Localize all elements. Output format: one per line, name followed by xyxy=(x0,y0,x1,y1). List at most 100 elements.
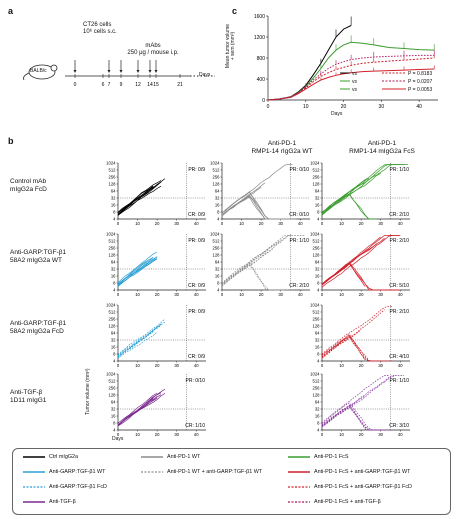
subplot-ytick-label: 512 xyxy=(213,168,221,173)
subplot-ytick-label: 16 xyxy=(315,414,320,419)
subplot-ytick-label: 4 xyxy=(317,359,320,364)
subplot-ytick-label: 128 xyxy=(109,393,117,398)
tumor-growth-line xyxy=(321,179,366,213)
subplot-xtick-label: 40 xyxy=(194,221,199,226)
timeline-arrowhead xyxy=(73,70,77,73)
subplot-ytick-label: 64 xyxy=(111,331,116,336)
legend-item-pd1-fcs: Anti-PD-1 FcS xyxy=(288,454,348,460)
subplot: 1024 512 256 128 64 32 16 8 40 10 20 30 40 PR: 0/9 CR:… xyxy=(106,303,206,368)
subplot-ytick-label: 128 xyxy=(313,324,321,329)
subplot-xtick-label: 30 xyxy=(278,221,283,226)
tumor-growth-line xyxy=(117,185,154,214)
legend-label: Anti-PD-1 FcS + anti-GARP:TGF-β1 FcD xyxy=(314,484,412,490)
subplot-xtick-label: 20 xyxy=(359,432,364,437)
subplot-xtick-label: 10 xyxy=(135,432,140,437)
subplot-ytick-label: 512 xyxy=(313,310,321,315)
tumor-growth-line xyxy=(117,388,166,425)
subplot-xtick-label: 0 xyxy=(321,363,324,368)
subplot-xtick-label: 20 xyxy=(155,292,160,297)
subplot-ytick-label: 1024 xyxy=(310,232,320,237)
legend-item-pd1-wt: Anti-PD-1 WT xyxy=(141,454,200,460)
subplot-xtick-label: 20 xyxy=(155,363,160,368)
row1-line1: Control mAb xyxy=(10,178,47,185)
tumor-growth-line xyxy=(321,329,362,358)
cells-text: CT26 cells 10⁶ cells s.c. xyxy=(83,22,117,36)
subplot-ytick-label: 4 xyxy=(113,217,116,222)
tumor-growth-line xyxy=(221,248,270,285)
subplot-xtick-label: 10 xyxy=(339,292,344,297)
legend-label: Anti-PD-1 WT + anti-GARP:TGF-β1 WT xyxy=(167,469,263,475)
subplot-ytick-label: 32 xyxy=(315,196,320,201)
subplot-ytick-label: 128 xyxy=(109,324,117,329)
subplot-ytick-label: 16 xyxy=(111,345,116,350)
subplot-xtick-label: 40 xyxy=(194,363,199,368)
subplot-xtick-label: 40 xyxy=(398,432,403,437)
subplot-ytick-label: 32 xyxy=(315,407,320,412)
subplot-xtick-label: 40 xyxy=(398,221,403,226)
tumor-growth-line xyxy=(117,327,158,357)
subplot-xtick-label: 30 xyxy=(378,221,383,226)
row2-line2: 58A2 mIgG2a WT xyxy=(10,257,63,265)
timeline-arrows xyxy=(73,60,158,73)
timeline-arrowhead xyxy=(148,70,152,73)
subplot-xtick-label: 30 xyxy=(278,292,283,297)
tumor-growth-line xyxy=(221,264,293,291)
b-xaxis-label: Days xyxy=(112,436,124,442)
legend-label: Anti-GARP:TGF-β1 WT xyxy=(49,469,106,475)
subplot-xtick-label: 20 xyxy=(359,292,364,297)
subplot-ytick-label: 4 xyxy=(113,359,116,364)
timeline-arrowhead xyxy=(107,70,111,73)
subplot-ytick-label: 1024 xyxy=(106,232,116,237)
tumor-growth-line xyxy=(321,333,393,362)
pr-label: PR: 0/9 xyxy=(188,167,205,173)
timeline-tick-label: 12 xyxy=(135,82,141,88)
subplot-xtick-label: 40 xyxy=(194,292,199,297)
timeline-unit: Days xyxy=(199,72,211,78)
cr-label: CR: 0/9 xyxy=(188,354,205,360)
cr-label: CR: 1/10 xyxy=(185,423,205,429)
subplot-ytick-label: 128 xyxy=(109,182,117,187)
subplot-ytick-label: 32 xyxy=(315,338,320,343)
c-xtick-label: 0 xyxy=(267,104,270,110)
subplot: 1024 512 256 128 64 32 16 8 40 10 20 30 40 PR: 1/10 CR… xyxy=(210,232,310,297)
subplot-ytick-label: 1024 xyxy=(310,161,320,166)
timeline-arrowhead xyxy=(136,70,140,73)
subplot-ytick-label: 16 xyxy=(111,203,116,208)
row2-line1: Anti-GARP:TGF-β1 xyxy=(10,249,67,256)
tumor-growth-line xyxy=(117,392,162,426)
timeline: 0 6 7 9 12 14 15 21 xyxy=(23,60,215,88)
subplot-xtick-label: 0 xyxy=(117,432,120,437)
timeline-arrowhead xyxy=(119,70,123,73)
tumor-growth-line xyxy=(321,402,393,431)
timeline-tick-label: 9 xyxy=(120,82,123,88)
subplot-ytick-label: 32 xyxy=(215,267,220,272)
subplot-ytick-label: 1024 xyxy=(210,161,220,166)
subplot-ytick-label: 4 xyxy=(317,217,320,222)
subplot-ytick-label: 64 xyxy=(111,400,116,405)
cells-line1: CT26 cells xyxy=(83,22,112,28)
subplot-ytick-label: 256 xyxy=(313,317,321,322)
timeline-arrowhead xyxy=(154,70,158,73)
pvalue-1: P = 0.8183 xyxy=(408,71,433,77)
col2-line2: RMP1-14 rIgG2a WT xyxy=(251,147,313,155)
tumor-growth-line xyxy=(321,375,397,426)
panel-a-label: a xyxy=(8,6,14,16)
subplot-ytick-label: 32 xyxy=(111,196,116,201)
tumor-growth-line xyxy=(321,335,366,361)
subplot-ytick-label: 256 xyxy=(109,246,117,251)
row1-line2: mIgG2a FcD xyxy=(10,186,47,194)
c-xtick-label: 10 xyxy=(303,104,309,110)
subplot-ytick-label: 32 xyxy=(111,407,116,412)
legend-item-garp-wt: Anti-GARP:TGF-β1 WT xyxy=(23,469,105,475)
subplot-ytick-label: 256 xyxy=(213,175,221,180)
subplot-xtick-label: 10 xyxy=(135,221,140,226)
subplot-ytick-label: 64 xyxy=(215,260,220,265)
subplot-ytick-label: 32 xyxy=(111,338,116,343)
subplot-ytick-label: 1024 xyxy=(210,232,220,237)
c-xtick-label: 20 xyxy=(341,104,347,110)
c-ytick-label: 1600 xyxy=(254,14,265,20)
subplot-xtick-label: 30 xyxy=(174,363,179,368)
subplot-xtick-label: 30 xyxy=(378,432,383,437)
ylabel-line2: + sem (mm³) xyxy=(230,31,236,61)
col-header-3: Anti-PD-1 RMP1-14 mIgG2a FcS xyxy=(332,140,432,156)
